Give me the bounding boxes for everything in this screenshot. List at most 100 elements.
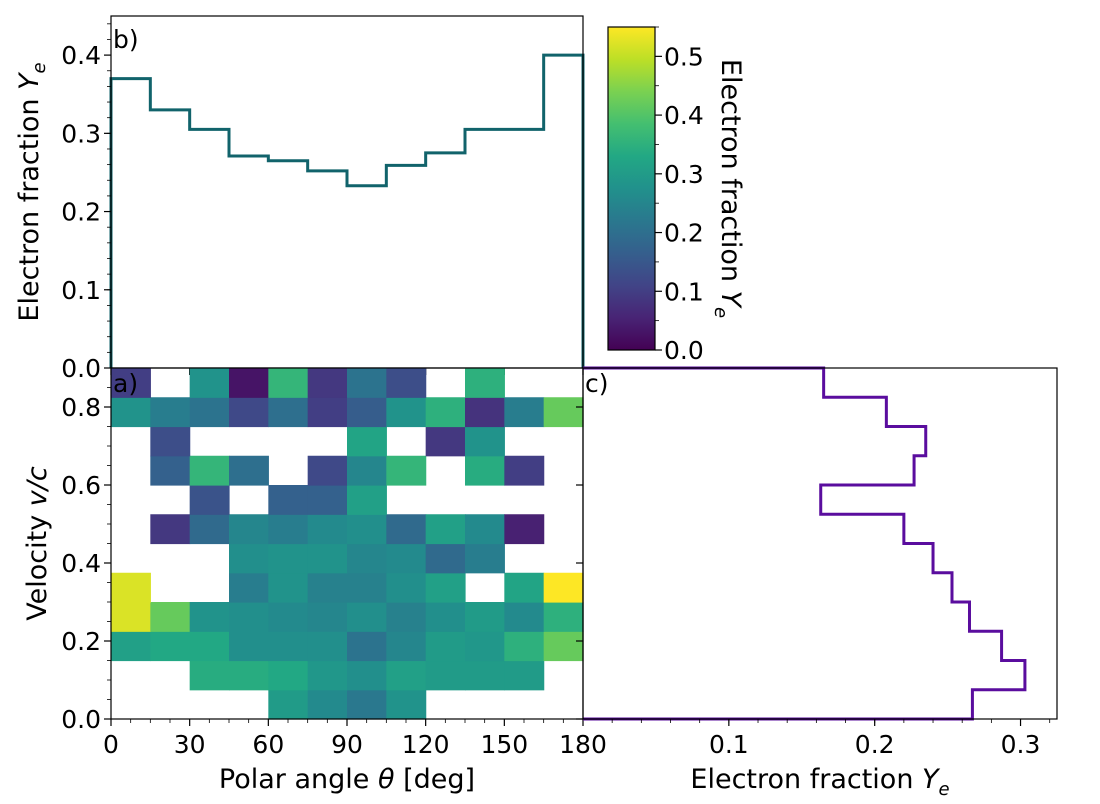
colorbar-tick-label: 0.5 xyxy=(664,42,704,71)
heatmap-cell xyxy=(465,631,505,662)
heatmap-cell xyxy=(189,368,230,398)
heatmap-cell xyxy=(150,631,191,662)
y-tick-label: 0.1 xyxy=(61,276,101,305)
heatmap-cell xyxy=(465,397,505,428)
heatmap-cell xyxy=(229,514,269,545)
heatmap-cell xyxy=(268,689,309,720)
heatmap-cell xyxy=(425,631,466,662)
heatmap-cell xyxy=(189,455,230,486)
heatmap-cell xyxy=(347,543,387,574)
panel-a-label: a) xyxy=(113,369,138,398)
heatmap-cell xyxy=(386,689,427,720)
heatmap-cell xyxy=(111,572,151,603)
panel-a-velocity-angle-heatmap: 0 30 60 90 120 150 180 0.0 0.2 0.4 0.6 0.8 a) Polar… xyxy=(22,367,607,795)
heatmap-cell xyxy=(268,485,309,515)
x-tick-label: 60 xyxy=(252,730,284,759)
heatmap-cell xyxy=(465,660,505,691)
heatmap-cell xyxy=(111,397,151,428)
colorbar-ticks: 0.0 0.1 0.2 0.3 0.4 0.5 xyxy=(655,26,704,365)
y-tick-label: 0.4 xyxy=(61,41,101,70)
heatmap-cell xyxy=(386,631,427,662)
colorbar-tick-label: 0.1 xyxy=(664,277,704,306)
heatmap-cell xyxy=(543,631,584,662)
x-tick-label: 0.1 xyxy=(709,730,749,759)
heatmap-cell xyxy=(386,455,427,486)
heatmap-cell xyxy=(386,572,427,603)
heatmap-cells xyxy=(111,368,584,720)
x-tick-label: 120 xyxy=(402,730,450,759)
colorbar: 0.0 0.1 0.2 0.3 0.4 0.5 Electron fraction Ye xyxy=(607,26,746,365)
heatmap-cell xyxy=(347,572,387,603)
heatmap-cell xyxy=(307,455,348,486)
heatmap-cell xyxy=(465,514,505,545)
y-tick-label: 0.0 xyxy=(61,705,101,734)
heatmap-cell xyxy=(150,426,191,457)
x-tick-label: 180 xyxy=(559,730,607,759)
heatmap-cell xyxy=(543,397,584,428)
x-tick-label: 90 xyxy=(331,730,363,759)
panel-c-series xyxy=(583,366,1027,721)
heatmap-cell xyxy=(465,368,505,398)
heatmap-cell xyxy=(307,397,348,428)
panel-b-series xyxy=(109,53,585,368)
heatmap-cell xyxy=(307,485,348,515)
heatmap-cell xyxy=(347,426,387,457)
y-tick-label: 0.4 xyxy=(61,549,101,578)
colorbar-tick-label: 0.2 xyxy=(664,219,704,248)
y-tick-label: 0.8 xyxy=(61,393,101,422)
heatmap-cell xyxy=(347,485,387,515)
panel-b-ticks: 0.0 0.1 0.2 0.3 0.4 xyxy=(61,23,584,383)
heatmap-cell xyxy=(386,660,427,691)
x-tick-label: 30 xyxy=(174,730,206,759)
heatmap-cell xyxy=(307,543,348,574)
heatmap-cell xyxy=(268,631,309,662)
colorbar-gradient xyxy=(608,27,655,350)
heatmap-cell xyxy=(111,602,151,632)
heatmap-cell xyxy=(543,602,584,632)
heatmap-cell xyxy=(386,368,427,398)
x-tick-label: 150 xyxy=(480,730,528,759)
heatmap-cell xyxy=(386,543,427,574)
heatmap-cell xyxy=(425,543,466,574)
heatmap-cell xyxy=(504,602,545,632)
heatmap-cell xyxy=(307,602,348,632)
heatmap-cell xyxy=(150,397,191,428)
heatmap-cell xyxy=(229,602,269,632)
heatmap-cell xyxy=(425,514,466,545)
heatmap-cell xyxy=(307,660,348,691)
heatmap-cell xyxy=(268,397,309,428)
y-tick-label: 0.2 xyxy=(61,198,101,227)
heatmap-cell xyxy=(347,455,387,486)
heatmap-cell xyxy=(347,660,387,691)
heatmap-cell xyxy=(465,426,505,457)
heatmap-cell xyxy=(229,572,269,603)
heatmap-cell xyxy=(347,397,387,428)
colorbar-label: Electron fraction Ye xyxy=(710,59,746,318)
heatmap-cell xyxy=(386,397,427,428)
heatmap-cell xyxy=(268,514,309,545)
heatmap-cell xyxy=(189,660,230,691)
heatmap-cell xyxy=(229,455,269,486)
panel-c-label: c) xyxy=(585,369,609,398)
panel-a-ticks: 0 30 60 90 120 150 180 0.0 0.2 0.4 0.6 0.8 xyxy=(61,387,607,759)
heatmap-cell xyxy=(150,602,191,632)
y-tick-label: 0.6 xyxy=(61,471,101,500)
heatmap-cell xyxy=(307,572,348,603)
colorbar-tick-label: 0.3 xyxy=(664,160,704,189)
heatmap-cell xyxy=(504,631,545,662)
y-tick-label: 0.3 xyxy=(61,119,101,148)
panel-a-y-axis-label: Velocity v/c xyxy=(22,466,53,621)
panel-c-step-line xyxy=(583,366,1027,721)
panel-c-ticks: 0.1 0.2 0.3 xyxy=(576,406,1051,759)
heatmap-cell xyxy=(504,572,545,603)
heatmap-cell xyxy=(189,485,230,515)
heatmap-cell xyxy=(465,455,505,486)
heatmap-cell xyxy=(504,455,545,486)
heatmap-cell xyxy=(386,514,427,545)
heatmap-cell xyxy=(347,689,387,720)
heatmap-cell xyxy=(268,368,309,398)
heatmap-cell xyxy=(229,543,269,574)
heatmap-cell xyxy=(425,572,466,603)
panel-a-x-axis-label: Polar angle θ [deg] xyxy=(219,764,475,795)
